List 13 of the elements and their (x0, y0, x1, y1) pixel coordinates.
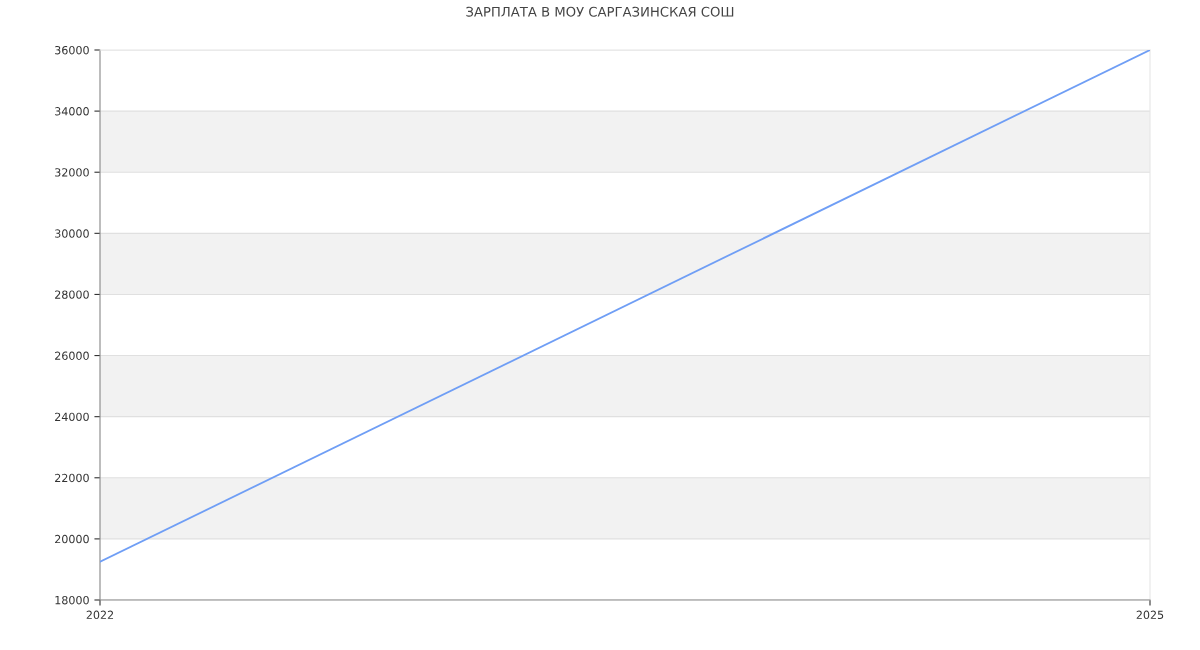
chart-title: ЗАРПЛАТА В МОУ САРГАЗИНСКАЯ СОШ (466, 6, 734, 17)
x-tick-label: 2022 (86, 610, 114, 620)
y-tick-label: 22000 (55, 473, 89, 483)
y-tick-label: 34000 (55, 107, 89, 116)
y-tick-label: 20000 (55, 534, 89, 544)
y-tick-label: 18000 (55, 595, 89, 605)
y-tick-label: 36000 (55, 45, 89, 55)
y-tick-label: 24000 (55, 412, 89, 422)
y-tick-label: 28000 (55, 290, 89, 299)
x-tick-label: 2025 (1136, 610, 1164, 620)
y-tick-label: 26000 (55, 351, 89, 360)
y-tick-label: 32000 (55, 168, 89, 177)
y-tick-label: 30000 (55, 229, 89, 238)
